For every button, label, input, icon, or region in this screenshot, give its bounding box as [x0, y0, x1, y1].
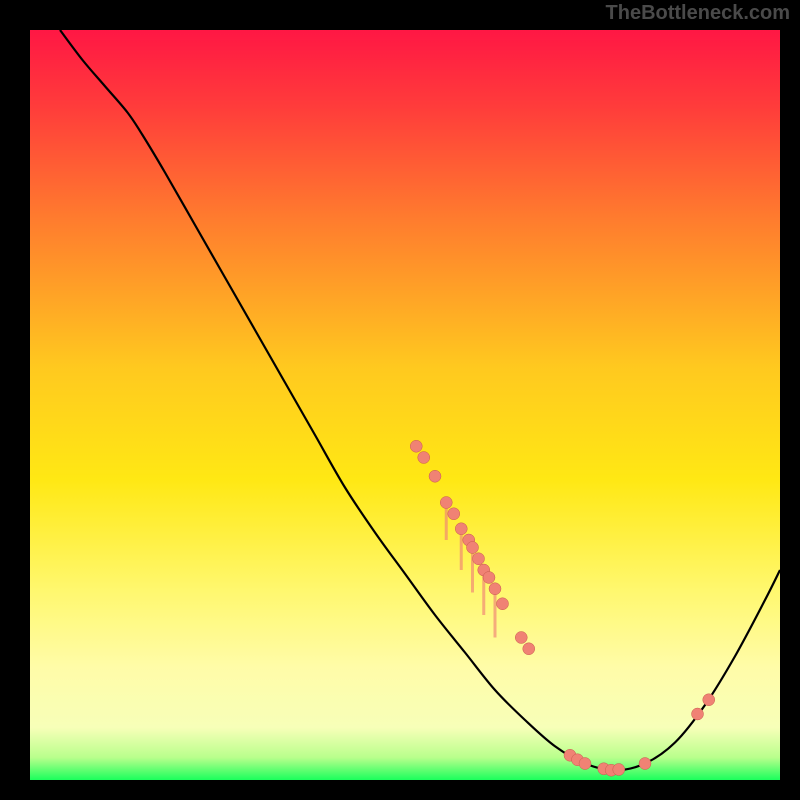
data-marker — [483, 572, 495, 584]
bottleneck-curve-chart — [0, 0, 800, 800]
data-marker — [418, 452, 430, 464]
data-marker — [639, 758, 651, 770]
data-marker — [467, 542, 479, 554]
data-marker — [455, 523, 467, 535]
data-marker — [489, 583, 501, 595]
data-marker — [703, 694, 715, 706]
watermark-text: TheBottleneck.com — [606, 2, 790, 25]
data-marker — [429, 470, 441, 482]
data-marker — [692, 708, 704, 720]
data-marker — [497, 598, 509, 610]
data-marker — [440, 497, 452, 509]
plot-background — [30, 30, 780, 780]
data-marker — [448, 508, 460, 520]
data-marker — [410, 440, 422, 452]
data-marker — [523, 643, 535, 655]
data-marker — [473, 553, 485, 565]
data-marker — [515, 632, 527, 644]
marker-drip — [494, 589, 497, 638]
data-marker — [613, 764, 625, 776]
data-marker — [579, 758, 591, 770]
marker-drip — [471, 548, 474, 593]
chart-container: TheBottleneck.com — [0, 0, 800, 800]
